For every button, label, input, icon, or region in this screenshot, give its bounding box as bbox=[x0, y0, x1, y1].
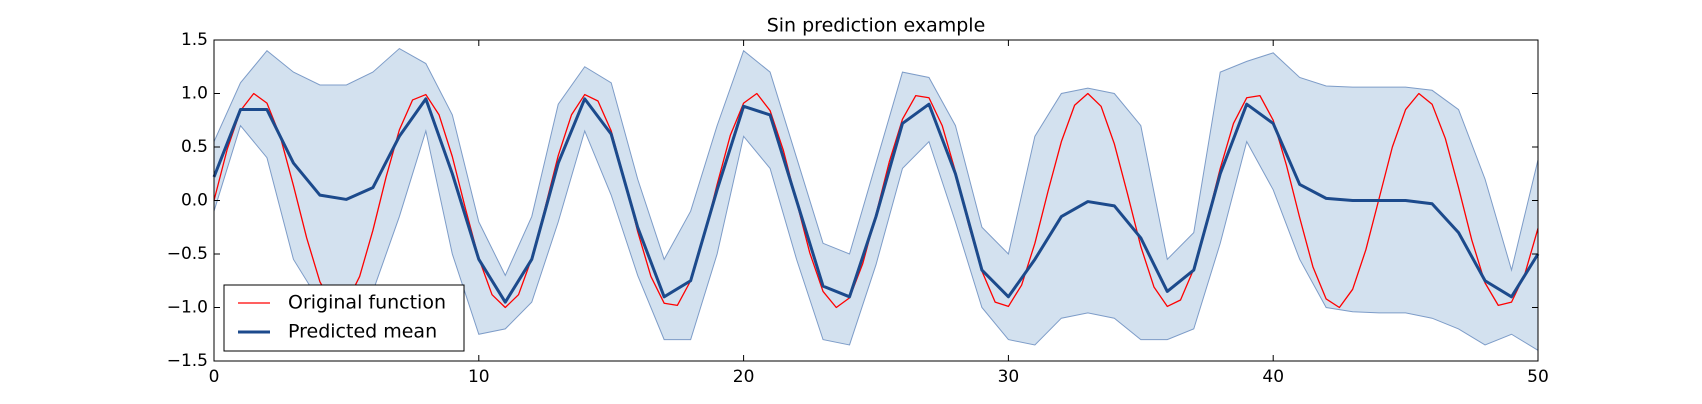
y-tick-label: −1.5 bbox=[167, 351, 208, 371]
legend-label: Predicted mean bbox=[288, 321, 437, 343]
y-tick-label: 1.5 bbox=[181, 30, 208, 50]
y-tick-label: 0.0 bbox=[181, 191, 208, 211]
x-tick-label: 0 bbox=[209, 367, 220, 387]
chart-title: Sin prediction example bbox=[767, 15, 986, 37]
series-line bbox=[212, 97, 1540, 304]
x-tick-label: 40 bbox=[1262, 367, 1284, 387]
legend-label: Original function bbox=[288, 292, 446, 314]
y-tick-label: 1.0 bbox=[181, 84, 208, 104]
y-tick-label: 0.5 bbox=[181, 137, 208, 157]
y-tick-label: −1.0 bbox=[167, 298, 208, 318]
x-tick-label: 30 bbox=[998, 367, 1020, 387]
y-tick-label: −0.5 bbox=[167, 244, 208, 264]
legend-box bbox=[223, 284, 465, 352]
x-tick-label: 10 bbox=[468, 367, 490, 387]
x-tick-label: 20 bbox=[733, 367, 755, 387]
x-tick-label: 50 bbox=[1527, 367, 1549, 387]
legend: Original function Predicted mean bbox=[223, 284, 465, 352]
